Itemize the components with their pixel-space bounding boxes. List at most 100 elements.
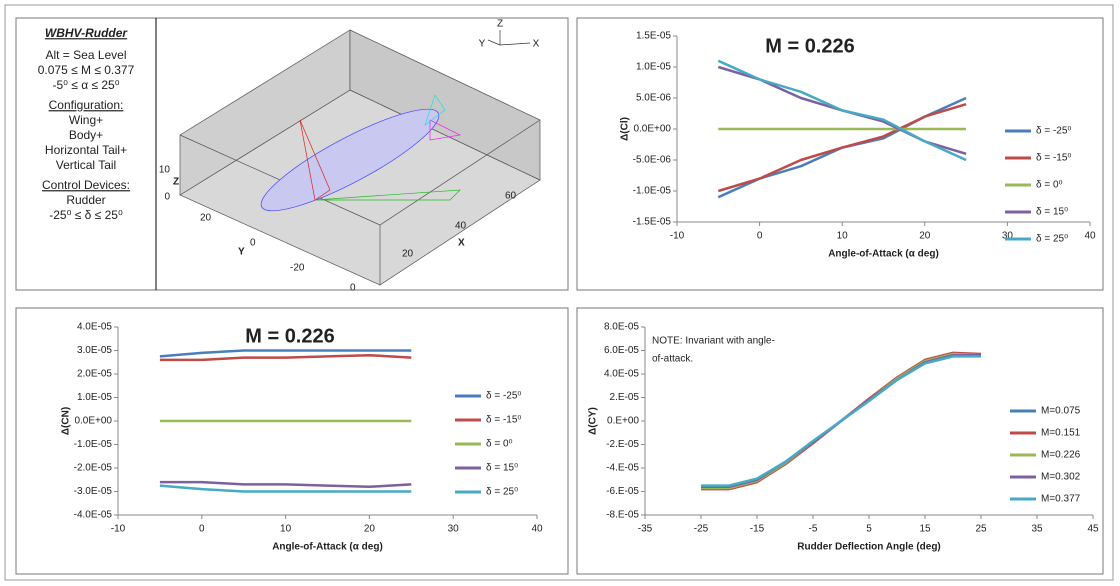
info-title: WBHV-Rudder (45, 26, 129, 40)
legend-label: δ = -15⁰ (486, 415, 521, 426)
y-tick-label: -5.0E-06 (633, 155, 672, 166)
x-tick-label: 45 (1087, 524, 1099, 535)
x-tick-label: 10 (280, 524, 292, 535)
page: WBHV-Rudder Alt = Sea Level 0.075 ≤ M ≤ … (0, 0, 1120, 586)
y-tick-label: 2.E-05 (610, 392, 640, 403)
x-tick-label: 20 (919, 231, 931, 242)
y-tick-label: -6.E-05 (606, 486, 639, 497)
x-tick-label: 35 (1031, 524, 1043, 535)
axis-3d-tick: 60 (505, 191, 517, 202)
y-tick-label: 8.0E-05 (604, 322, 639, 333)
x-tick-label: -35 (638, 524, 653, 535)
panel (577, 308, 1103, 574)
y-axis-title: Δ(Cl) (620, 117, 631, 141)
y-tick-label: 2.0E-05 (77, 369, 112, 380)
y-tick-label: -8.E-05 (606, 510, 639, 521)
x-axis-title: Angle-of-Attack (α deg) (272, 542, 383, 553)
y-axis-title: Δ(CN) (61, 407, 72, 435)
info-line: Vertical Tail (56, 158, 116, 172)
x-axis-title: Rudder Deflection Angle (deg) (797, 542, 941, 553)
legend-label: δ = -25⁰ (1036, 126, 1071, 137)
triad-axis (500, 43, 530, 45)
note: of-attack. (652, 354, 693, 365)
x-tick-label: 40 (531, 524, 543, 535)
axis-3d-label: Y (238, 247, 245, 258)
x-tick-label: 0 (757, 231, 763, 242)
legend-label: M=0.226 (1041, 450, 1081, 461)
axis-3d-tick: 40 (455, 221, 467, 232)
y-tick-label: -3.0E-05 (74, 486, 113, 497)
x-tick-label: 20 (364, 524, 376, 535)
x-tick-label: 25 (975, 524, 987, 535)
figure: WBHV-Rudder Alt = Sea Level 0.075 ≤ M ≤ … (0, 0, 1120, 586)
model-view (180, 30, 540, 285)
legend-label: δ = 0⁰ (1036, 180, 1063, 191)
y-tick-label: -2.0E-05 (74, 463, 113, 474)
x-tick-label: -5 (809, 524, 818, 535)
legend-label: δ = 25⁰ (486, 487, 518, 498)
axis-3d-label: Z (173, 177, 179, 188)
info-line: Wing+ (69, 113, 103, 127)
x-tick-label: 40 (1084, 231, 1096, 242)
info-line: 0.075 ≤ M ≤ 0.377 (38, 63, 135, 77)
x-axis-title: Angle-of-Attack (α deg) (828, 249, 939, 260)
y-tick-label: 0.0E+00 (74, 416, 112, 427)
info-line: Body+ (69, 128, 103, 142)
info-panel: WBHV-Rudder Alt = Sea Level 0.075 ≤ M ≤ … (38, 26, 135, 222)
y-tick-label: -1.0E-05 (633, 186, 672, 197)
info-line: Rudder (66, 193, 105, 207)
legend-label: M=0.302 (1041, 472, 1081, 483)
x-tick-label: -10 (670, 231, 685, 242)
y-tick-label: -1.5E-05 (633, 217, 672, 228)
annotation: M = 0.226 (245, 325, 335, 347)
legend-label: δ = -15⁰ (1036, 153, 1071, 164)
y-tick-label: -4.0E-05 (74, 510, 113, 521)
axis-3d-label: X (458, 238, 465, 249)
info-line: Alt = Sea Level (45, 48, 126, 62)
triad-axis (488, 40, 500, 45)
y-tick-label: 0.0E+00 (633, 124, 671, 135)
axis-3d-tick: -20 (290, 263, 305, 274)
x-tick-label: 15 (919, 524, 931, 535)
y-tick-label: 0.E+00 (607, 416, 639, 427)
y-tick-label: 4.0E-05 (77, 322, 112, 333)
legend-label: δ = 0⁰ (486, 439, 513, 450)
legend-label: δ = 15⁰ (486, 463, 518, 474)
axis-3d-tick: 20 (200, 213, 212, 224)
series-line (718, 104, 966, 191)
x-tick-label: -25 (694, 524, 709, 535)
y-tick-label: 1.0E-05 (636, 62, 671, 73)
legend-label: M=0.151 (1041, 428, 1081, 439)
y-tick-label: 3.0E-05 (77, 345, 112, 356)
y-tick-label: 5.0E-06 (636, 93, 671, 104)
triad-label: Z (497, 19, 503, 30)
annotation: M = 0.226 (765, 35, 855, 57)
y-tick-label: 6.0E-05 (604, 345, 639, 356)
triad-label: X (533, 39, 540, 50)
outer-border (5, 5, 1113, 580)
x-tick-label: 30 (448, 524, 460, 535)
series-line (160, 482, 411, 487)
series-line (718, 61, 966, 160)
x-tick-label: 0 (199, 524, 205, 535)
info-heading: Control Devices: (42, 178, 130, 192)
info-heading: Configuration: (49, 98, 124, 112)
info-line: -25⁰ ≤ δ ≤ 25⁰ (49, 208, 123, 222)
legend-label: δ = 15⁰ (1036, 207, 1068, 218)
axis-3d-tick: 0 (164, 192, 170, 203)
y-tick-label: 4.0E-05 (604, 369, 639, 380)
note: NOTE: Invariant with angle- (652, 336, 775, 347)
x-tick-label: 10 (837, 231, 849, 242)
legend-label: δ = -25⁰ (486, 391, 521, 402)
y-tick-label: -1.0E-05 (74, 439, 113, 450)
legend-label: M=0.075 (1041, 406, 1081, 417)
series-line (701, 356, 981, 485)
y-tick-label: -4.E-05 (606, 463, 639, 474)
triad-label: Y (479, 39, 486, 50)
axis-3d-tick: 0 (350, 283, 356, 294)
legend-label: δ = 25⁰ (1036, 234, 1068, 245)
series-line (160, 355, 411, 360)
x-tick-label: 5 (866, 524, 872, 535)
y-tick-label: -2.E-05 (606, 439, 639, 450)
axis-3d-tick: 20 (402, 249, 414, 260)
